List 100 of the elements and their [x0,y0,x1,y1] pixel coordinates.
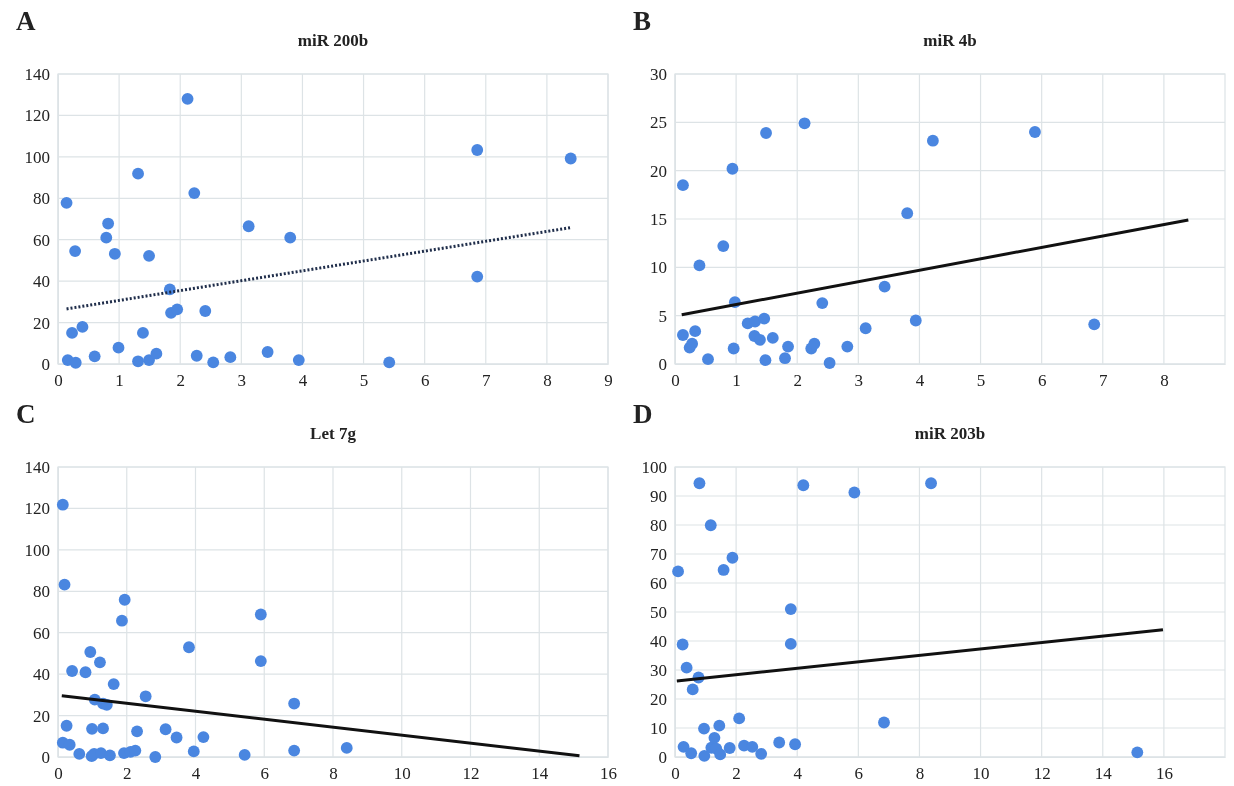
point [170,731,183,744]
y-tick-label: 90 [650,486,667,506]
point [56,498,69,511]
point [73,747,86,760]
point [926,134,939,147]
point [717,240,730,252]
point [100,231,113,244]
point [58,578,71,591]
y-tick-label: 80 [33,189,50,209]
point [254,655,267,667]
x-tick-label: 2 [123,764,132,784]
chart-title: miR 200b [297,31,369,50]
point [171,303,184,316]
text: D [633,399,653,429]
x-tick-label: 4 [915,371,925,391]
point [746,740,759,753]
point [759,354,772,367]
x-tick-label: 8 [543,371,552,391]
x-tick-label: 10 [972,764,990,784]
y-tick-label: 20 [650,161,667,181]
point [782,340,794,353]
x-tick-label: 2 [793,371,802,391]
point [199,305,212,317]
y-tick-label: 60 [33,230,50,250]
point [726,162,739,175]
point [686,337,699,350]
x-tick-label: 14 [531,764,549,784]
point [878,280,891,293]
point [292,354,305,366]
point [733,712,746,725]
point [878,716,890,729]
point [60,196,73,209]
y-tick-label: 5 [658,306,667,326]
point [698,749,711,762]
x-tick-label: 2 [732,764,741,784]
point [676,638,689,651]
point [132,355,144,368]
point [784,603,797,616]
y-tick-label: 10 [650,258,667,278]
point [755,747,768,760]
y-tick-label: 80 [650,515,667,535]
x-tick-label: 7 [1099,371,1109,391]
y-tick-label: 50 [650,602,667,622]
point [717,564,730,576]
y-tick-label: 40 [33,272,50,292]
x-tick-label: 1 [115,371,124,391]
point [1131,746,1144,759]
point [383,356,396,369]
x-tick-label: 8 [1160,371,1169,391]
point [132,167,144,180]
y-tick-label: 20 [33,706,50,726]
point [224,351,237,364]
point [150,347,163,360]
point [797,479,810,492]
y-tick-label: 40 [650,631,667,651]
point [859,322,872,335]
y-tick-label: 25 [650,113,667,133]
y-tick-label: 0 [658,747,667,767]
point [726,551,739,564]
x-tick-label: 0 [54,764,63,784]
x-tick-label: 5 [976,371,986,391]
point [689,325,702,338]
x-tick-label: 3 [854,371,864,391]
text: B [633,6,652,36]
point [925,477,937,490]
point [727,342,740,355]
point [159,723,172,736]
point [69,356,82,369]
point [190,349,203,362]
point [181,92,194,105]
point [97,722,109,735]
point [84,646,97,658]
y-tick-label: 70 [650,544,667,564]
y-tick-label: 15 [650,209,667,229]
point [693,477,706,490]
point [808,337,821,350]
point [789,738,801,751]
point [254,608,267,621]
point [1088,318,1101,331]
point [471,270,484,283]
x-tick-label: 4 [191,764,201,784]
point [784,637,797,650]
point [901,207,914,220]
point [116,614,128,627]
point [760,127,772,139]
point [1029,126,1041,138]
point [677,329,689,341]
point [288,697,301,710]
point [88,350,101,363]
chart-title: miR 4b [923,31,977,50]
point [672,565,684,578]
point [107,678,120,690]
y-tick-label: 140 [24,457,50,477]
point [112,341,125,354]
point [708,731,721,744]
point [103,749,116,762]
point [183,641,195,654]
point [66,665,79,677]
y-tick-label: 20 [33,313,50,333]
point [79,666,92,679]
